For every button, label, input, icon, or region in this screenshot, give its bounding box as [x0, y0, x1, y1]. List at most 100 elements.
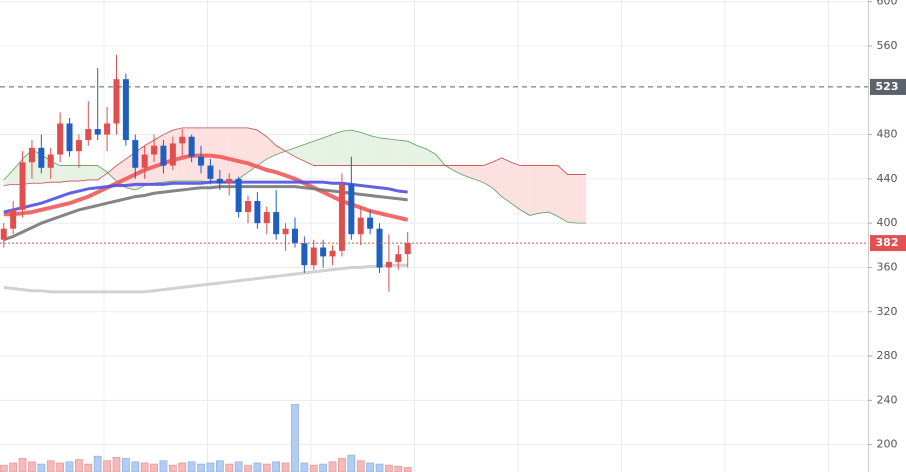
- volume-bar: [0, 464, 8, 472]
- cloud-fill: [501, 157, 512, 204]
- cloud-fill: [520, 165, 530, 216]
- cloud-fill: [567, 174, 577, 224]
- y-tick-label: 600: [877, 0, 898, 8]
- candle-body: [245, 201, 251, 213]
- ma-line: [3, 263, 408, 294]
- candle-body: [235, 178, 242, 213]
- cloud-fill: [60, 165, 70, 183]
- cloud-fill: [539, 165, 549, 214]
- cloud-fill: [323, 134, 333, 166]
- candle-body: [38, 147, 45, 168]
- volume-bar: [394, 465, 403, 472]
- candle-body: [122, 79, 129, 141]
- cloud-fill: [248, 127, 258, 173]
- candle-body: [273, 212, 280, 235]
- volume-bar: [46, 460, 55, 472]
- price-label: 523: [876, 80, 899, 93]
- volume-bar: [206, 462, 215, 472]
- volume-bar: [197, 463, 205, 472]
- volume-bar: [366, 462, 375, 472]
- cloud-fill: [398, 140, 408, 166]
- volume-bar: [187, 461, 196, 472]
- cloud-fill: [285, 147, 295, 157]
- cloud-fill: [464, 165, 474, 179]
- volume-bar: [159, 460, 168, 472]
- cloud-fill: [97, 165, 108, 180]
- volume-bar: [300, 462, 309, 472]
- cloud-fill: [69, 165, 79, 182]
- candle-body: [28, 147, 35, 163]
- cloud-fill: [370, 135, 380, 166]
- volume-bar: [168, 464, 177, 472]
- cloud-fill: [88, 165, 98, 180]
- volume-bar: [234, 461, 243, 472]
- volume-bar: [140, 462, 149, 472]
- y-tick-label: 200: [877, 438, 898, 451]
- cloud-fill: [294, 144, 305, 162]
- cloud-fill: [558, 165, 568, 223]
- cloud-fill: [276, 145, 286, 155]
- volume-bar: [262, 463, 271, 472]
- price-label-box: [870, 235, 906, 252]
- volume-bar: [150, 463, 158, 472]
- volume-bar: [309, 464, 318, 472]
- y-tick-label: 560: [877, 39, 898, 52]
- candle-body: [226, 178, 233, 184]
- volume-bar: [215, 460, 224, 472]
- volume-bar: [9, 462, 18, 472]
- candle-body: [113, 79, 120, 124]
- cloud-fill: [492, 157, 502, 197]
- volume-bar: [18, 458, 27, 472]
- cloud-fill: [78, 165, 89, 182]
- cloud-fill: [529, 165, 540, 216]
- candle-body: [367, 217, 374, 229]
- volume-bar: [338, 458, 346, 472]
- candle-body: [320, 247, 327, 257]
- candle-body: [338, 184, 345, 251]
- price-label-box: [870, 78, 906, 95]
- candle-body: [385, 261, 392, 268]
- cloud-fill: [454, 165, 465, 176]
- candle-body: [160, 145, 167, 166]
- cloud-fill: [417, 145, 427, 166]
- cloud-fill: [341, 130, 352, 166]
- volume-bar: [291, 404, 299, 472]
- volume-bar: [103, 460, 111, 472]
- y-tick-label: 360: [877, 260, 898, 273]
- volume-bar: [56, 462, 65, 472]
- candle-body: [104, 123, 111, 135]
- candle-body: [310, 247, 317, 266]
- volume-bar: [272, 461, 281, 472]
- volume-bar: [356, 460, 365, 472]
- cloud-fill: [379, 137, 389, 166]
- candle-body: [179, 136, 186, 144]
- ma-line: [3, 180, 408, 214]
- volume-bar: [403, 467, 412, 472]
- cloud-fill: [107, 165, 117, 182]
- cloud-fill: [332, 131, 342, 166]
- volume-bar: [253, 462, 262, 472]
- cloud-line: [3, 129, 587, 224]
- candle-body: [188, 136, 195, 157]
- candle-body: [75, 140, 82, 152]
- candle-body: [151, 145, 158, 155]
- volume-bar: [375, 463, 384, 472]
- volume-bar: [112, 456, 121, 472]
- cloud-fill: [219, 127, 230, 184]
- volume-bar: [319, 463, 328, 472]
- cloud-fill: [257, 130, 267, 166]
- y-tick-label: 320: [877, 305, 898, 318]
- candle-body: [329, 250, 336, 257]
- candle-body: [57, 123, 64, 155]
- candle-body: [254, 201, 261, 224]
- candle-body: [357, 217, 364, 235]
- cloud-fill: [360, 132, 371, 166]
- cloud-fill: [266, 136, 277, 159]
- cloud-fill: [238, 127, 248, 179]
- volume-bar: [93, 455, 102, 472]
- volume-bar: [121, 458, 130, 472]
- candle-body: [19, 162, 26, 210]
- cloud-fill: [407, 141, 418, 166]
- cloud-fill: [304, 141, 314, 166]
- candle-body: [66, 123, 73, 152]
